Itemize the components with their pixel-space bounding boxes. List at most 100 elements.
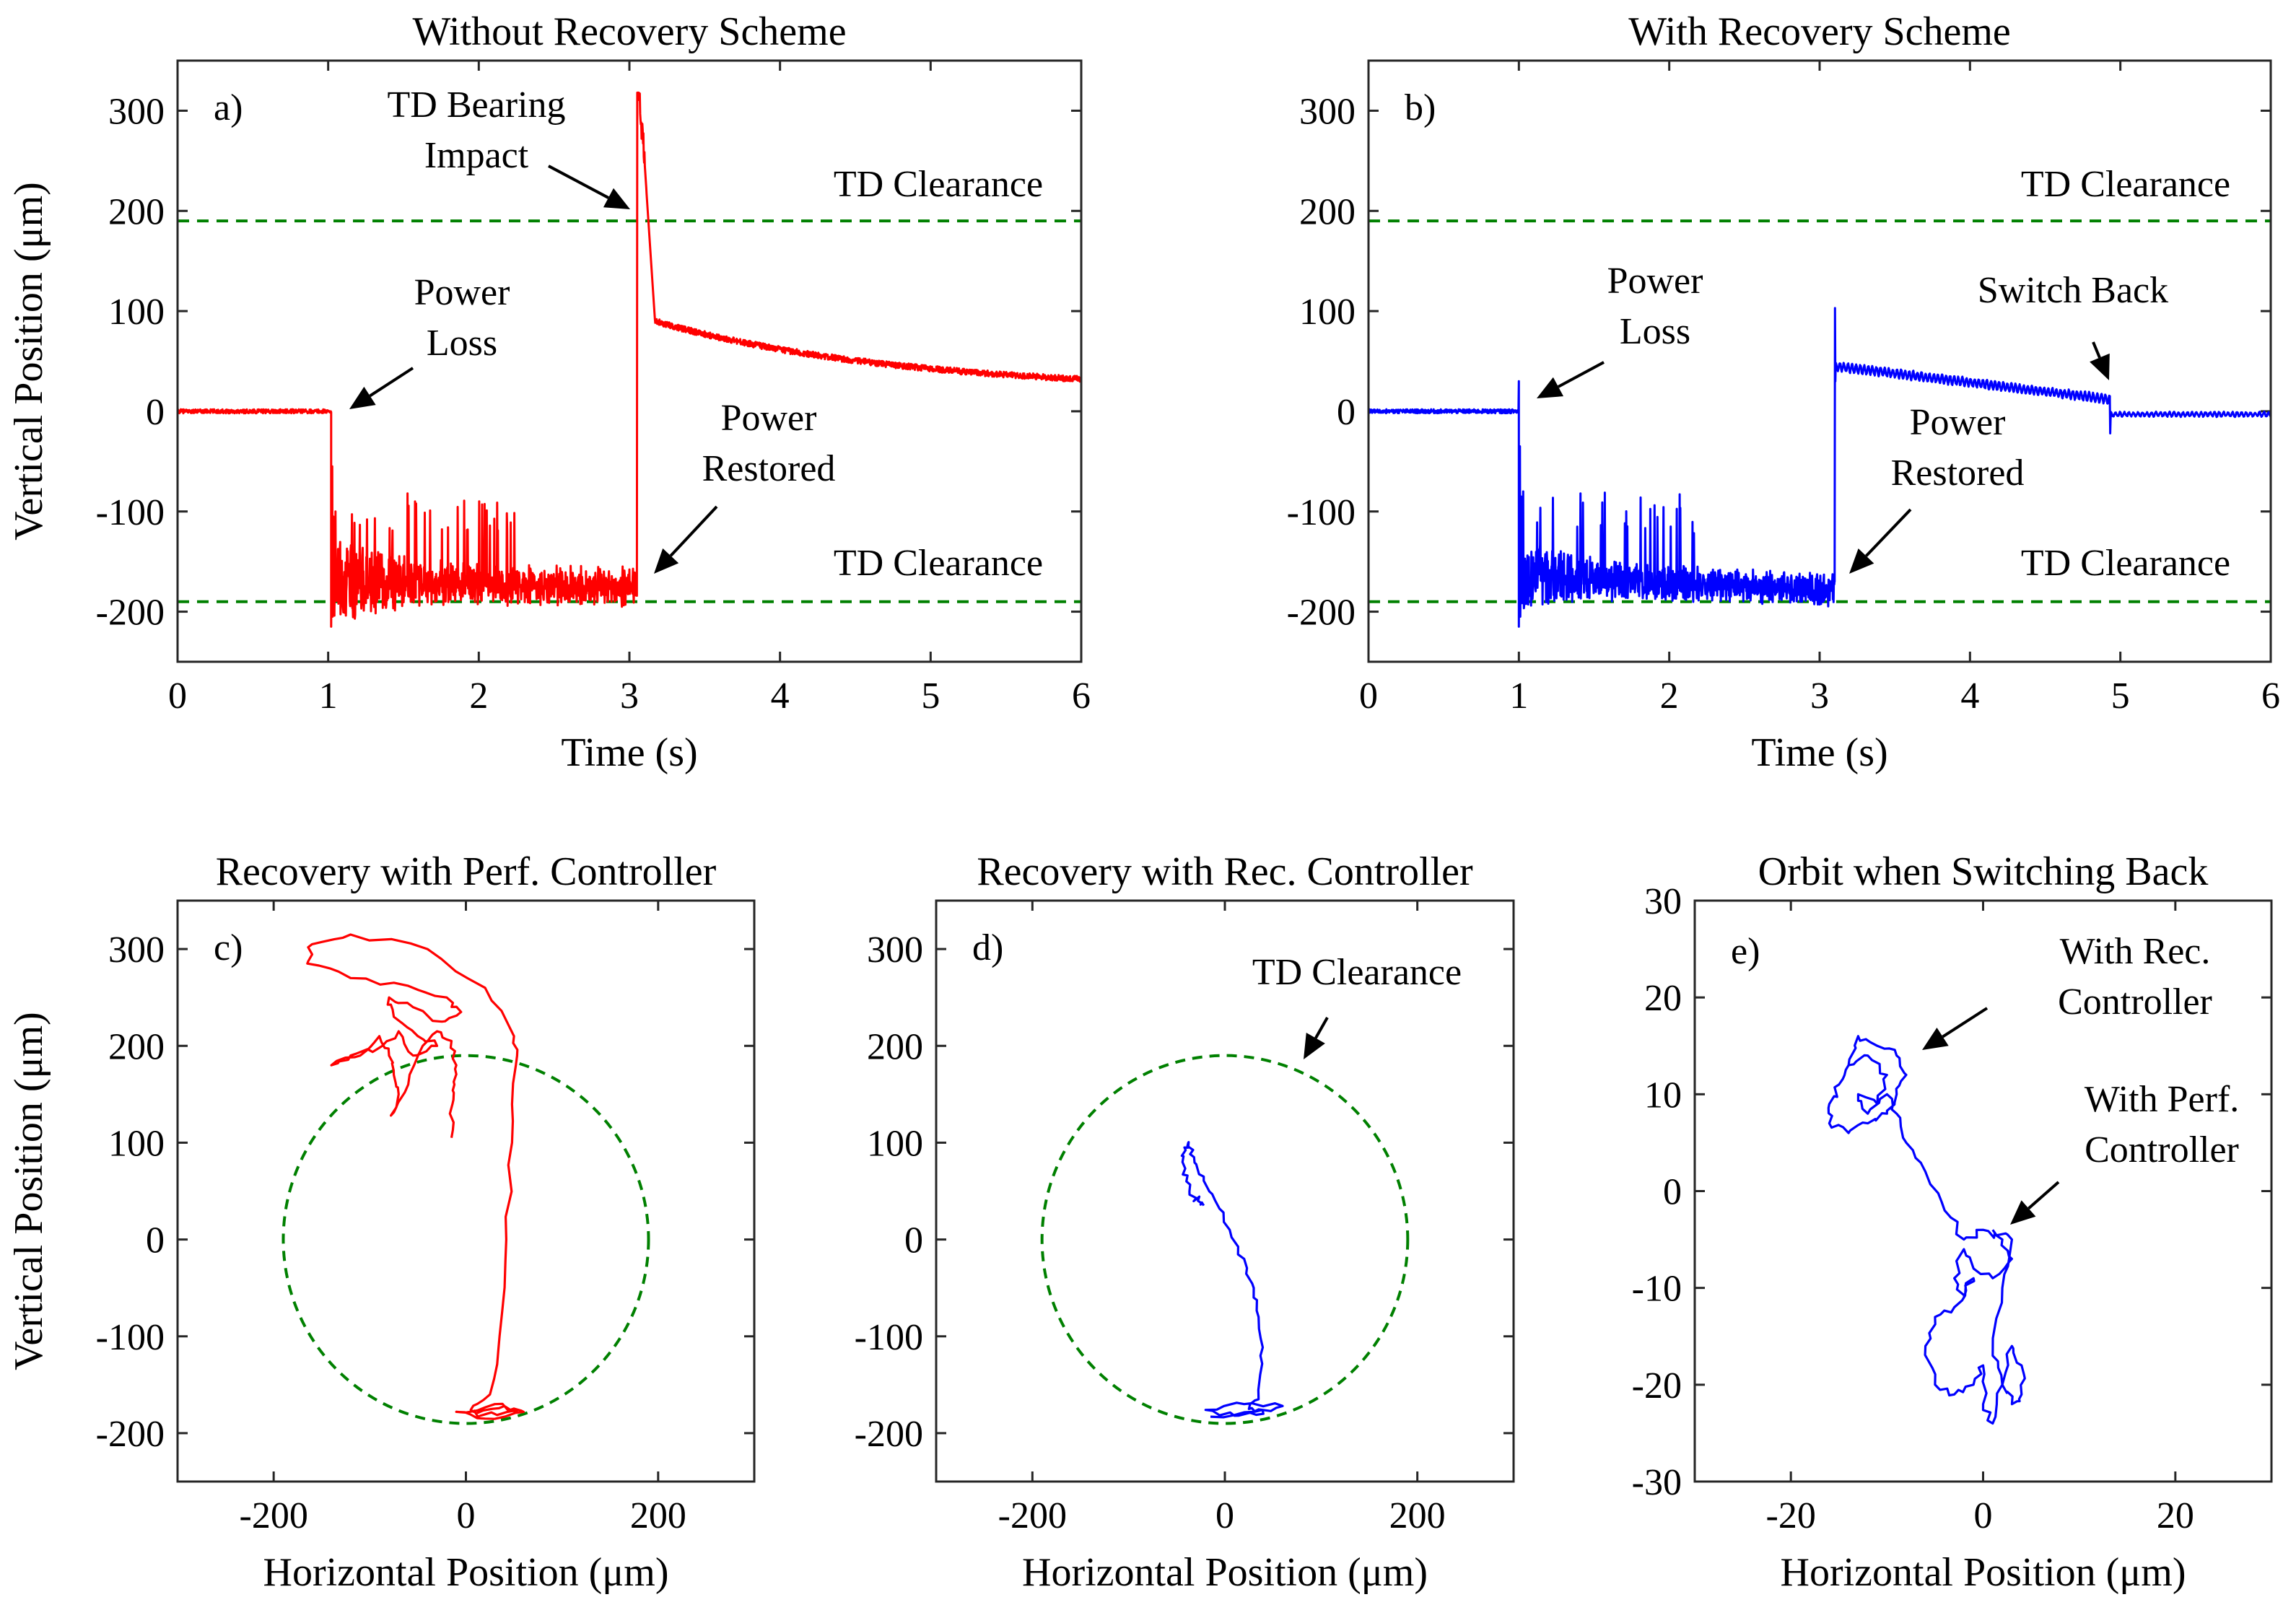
annotation-line: Controller <box>2085 1129 2239 1171</box>
y-tick-label: -100 <box>1287 492 1356 533</box>
plot-frame <box>176 899 756 1483</box>
y-tick-label: 100 <box>108 292 165 333</box>
x-tick-label: 4 <box>1960 675 1979 717</box>
annotation-arrow-line <box>2027 1181 2060 1210</box>
y-tick-label: 300 <box>1299 91 1356 132</box>
panel-label: a) <box>214 87 243 128</box>
y-tick-label: -100 <box>855 1317 923 1358</box>
y-tick-label: 200 <box>108 191 165 232</box>
y-tick-label: 200 <box>1299 191 1356 232</box>
x-axis-label: Horizontal Position (μm) <box>1022 1550 1428 1595</box>
y-tick-label: -20 <box>1632 1365 1682 1407</box>
x-tick-label: 5 <box>921 675 940 717</box>
y-tick-label: 0 <box>146 392 165 433</box>
y-tick-label: -200 <box>1287 592 1356 634</box>
x-tick-label: 1 <box>1509 675 1528 717</box>
series-line <box>306 933 525 1420</box>
annotation-line: TD Bearing <box>388 84 566 126</box>
x-axis-label: Time (s) <box>561 730 697 775</box>
plot-frame <box>1693 899 2273 1483</box>
x-tick-label: 2 <box>469 675 488 717</box>
annotation-text: TD Clearance <box>834 543 1043 584</box>
annotation-arrow-head <box>1849 548 1874 574</box>
panel-label: c) <box>214 927 243 968</box>
annotation-arrow-line <box>2092 341 2101 359</box>
annotation-arrow-line <box>1557 361 1605 388</box>
annotation-text: Power Restored <box>1891 402 2025 494</box>
y-tick-label: 30 <box>1644 881 1682 922</box>
x-tick-label: 1 <box>319 675 338 717</box>
y-tick-label: 0 <box>904 1220 923 1261</box>
annotation-line: TD Clearance <box>834 164 1043 205</box>
annotation-arrow-line <box>1865 508 1912 557</box>
annotation-text: Power Restored <box>702 398 836 489</box>
y-axis-label: Vertical Position (μm) <box>6 1012 51 1370</box>
plot-area <box>1827 1035 2026 1425</box>
chart-title: Recovery with Rec. Controller <box>977 849 1473 894</box>
x-tick-label: -200 <box>998 1495 1067 1536</box>
plot-frame <box>176 59 1083 663</box>
x-axis-label: Horizontal Position (μm) <box>263 1550 669 1595</box>
y-tick-label: 300 <box>108 91 165 132</box>
y-tick-label: -30 <box>1632 1462 1682 1503</box>
annotation-arrow-head <box>349 386 376 409</box>
series-line <box>178 91 1081 628</box>
annotation-line: Loss <box>427 323 497 364</box>
y-axis-label: Vertical Position (μm) <box>6 182 51 541</box>
panel-label: d) <box>972 927 1003 968</box>
series-line <box>1369 307 2271 628</box>
x-tick-label: 6 <box>2261 675 2280 717</box>
x-tick-label: 20 <box>2157 1495 2194 1536</box>
td-clearance-circle <box>281 1054 650 1425</box>
annotation-arrow-head <box>1537 377 1564 398</box>
annotation-text: TD Clearance <box>2021 164 2230 205</box>
annotation-arrow-line <box>669 505 718 557</box>
x-tick-label: 3 <box>620 675 639 717</box>
annotation-text: Power Loss <box>414 272 510 364</box>
annotation-arrow-head <box>1304 1033 1325 1059</box>
annotation-line: Restored <box>1891 452 2025 494</box>
annotation-arrow-line <box>1314 1017 1329 1039</box>
annotation-line: TD Clearance <box>2021 164 2230 205</box>
annotation-text: TD Clearance <box>834 164 1043 205</box>
y-tick-label: 300 <box>108 929 165 971</box>
annotation-arrow-head <box>603 188 630 209</box>
annotation-line: Power <box>1910 402 2006 443</box>
annotation-line: Loss <box>1620 311 1690 352</box>
x-tick-label: 200 <box>630 1495 686 1536</box>
y-tick-label: -100 <box>96 492 165 533</box>
annotation-line: TD Clearance <box>1252 952 1462 993</box>
annotation-text: With Perf. Controller <box>2085 1079 2240 1171</box>
chart-title: Recovery with Perf. Controller <box>216 849 717 894</box>
annotation-text: With Rec. Controller <box>2058 931 2212 1023</box>
x-axis-label: Time (s) <box>1751 730 1887 775</box>
y-tick-label: 100 <box>1299 292 1356 333</box>
annotation-arrow-line <box>369 367 414 398</box>
annotation-line: With Perf. <box>2085 1079 2240 1120</box>
annotation-text: TD Clearance <box>1252 952 1462 993</box>
y-tick-label: 0 <box>146 1220 165 1261</box>
y-tick-label: 0 <box>1663 1172 1682 1213</box>
x-tick-label: 0 <box>457 1495 476 1536</box>
series-line <box>1180 1141 1284 1419</box>
y-tick-label: 200 <box>867 1026 923 1067</box>
panel-label: b) <box>1405 87 1436 128</box>
panel-c-chart: Recovery with Perf. Controller c) -200 0 200… <box>6 849 756 1595</box>
series-line <box>1827 1035 2026 1425</box>
y-tick-label: -200 <box>96 1414 165 1455</box>
annotation-text: Power Loss <box>1607 261 1703 352</box>
annotation-arrow-head <box>2090 353 2110 380</box>
td-clearance-circle <box>1040 1054 1410 1425</box>
x-tick-label: 3 <box>1810 675 1829 717</box>
panel-e-chart: Orbit when Switching Back e) -20 0 20 30 20 10 0… <box>1632 849 2273 1595</box>
annotation-line: Power <box>414 272 510 313</box>
annotation-arrow-head <box>654 548 679 574</box>
x-tick-label: 2 <box>1660 675 1679 717</box>
y-tick-label: 100 <box>867 1123 923 1164</box>
plot-area <box>1040 1054 1410 1425</box>
chart-title: Orbit when Switching Back <box>1758 849 2209 894</box>
annotation-arrow-head <box>1922 1027 1949 1050</box>
annotation-line: Restored <box>702 448 836 489</box>
panel-a-chart: Without Recovery Scheme a) 0 1 2 3 4 5 6 300 200 10… <box>6 9 1091 775</box>
